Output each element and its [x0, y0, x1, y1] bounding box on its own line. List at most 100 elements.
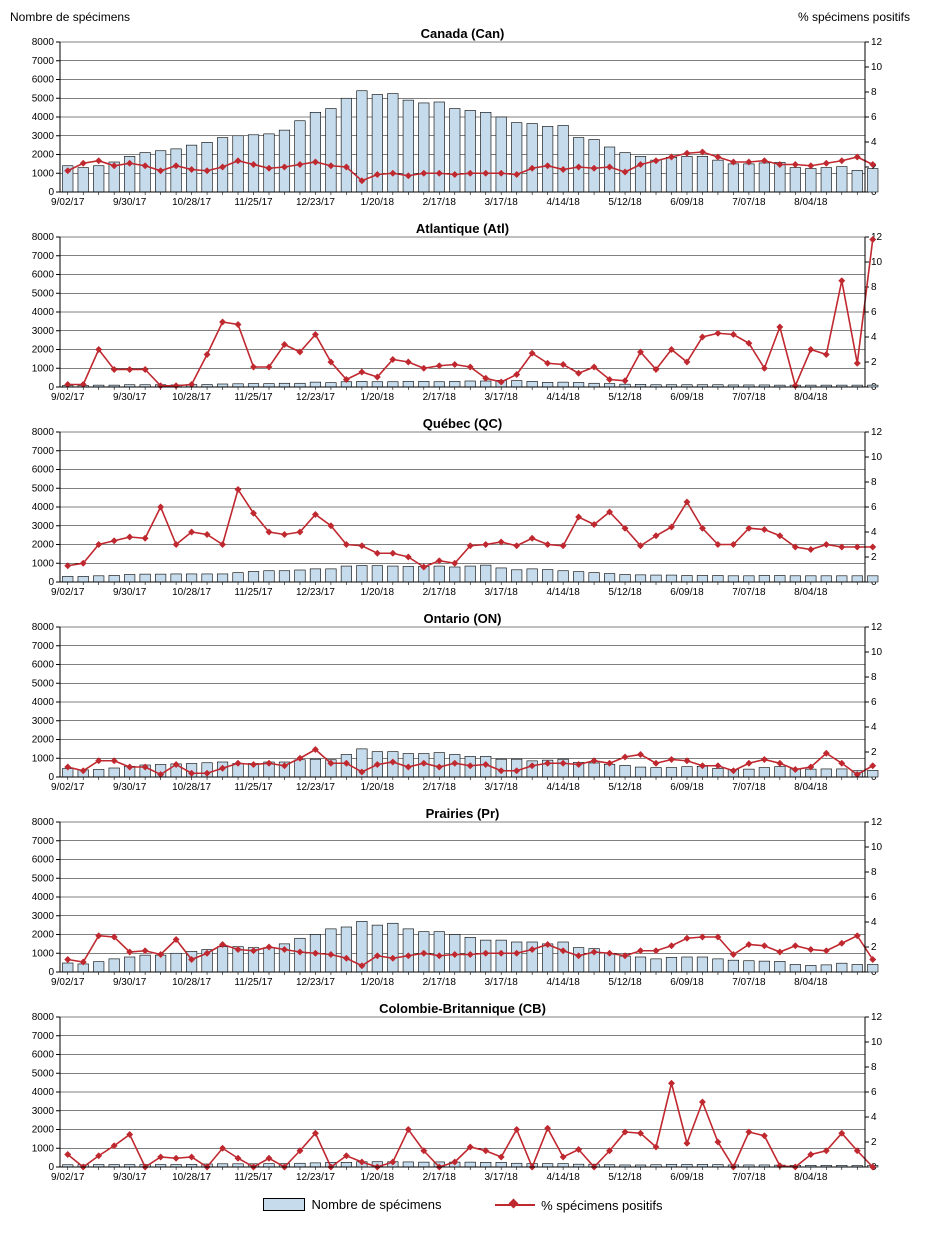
bar: [558, 942, 569, 972]
y-right-tick-label: 12: [871, 1012, 883, 1023]
line-marker: [715, 763, 721, 769]
line-marker: [405, 359, 411, 365]
y-right-tick-label: 4: [871, 527, 877, 538]
bar: [233, 573, 244, 582]
x-tick-label: 3/17/18: [485, 977, 519, 988]
x-tick-label: 8/04/18: [794, 587, 828, 598]
line-marker: [80, 160, 86, 166]
chart-panel: 0100020003000400050006000700080000246810…: [10, 609, 910, 799]
bar: [465, 566, 476, 582]
bar: [573, 383, 584, 388]
bar: [682, 156, 693, 192]
y-right-tick-label: 2: [871, 747, 877, 758]
bar: [852, 170, 863, 192]
line-marker: [637, 751, 643, 757]
bar: [295, 121, 306, 192]
bar: [511, 123, 522, 192]
line-marker: [111, 538, 117, 544]
y-right-tick-label: 10: [871, 62, 883, 73]
y-right-tick-label: 4: [871, 917, 877, 928]
line-marker: [777, 949, 783, 955]
x-tick-label: 5/12/18: [608, 392, 642, 403]
line-marker: [513, 543, 519, 549]
bar: [310, 569, 321, 582]
line-marker: [374, 550, 380, 556]
x-tick-label: 11/25/17: [234, 977, 273, 988]
y-right-tick-label: 4: [871, 332, 877, 343]
bar: [295, 570, 306, 582]
legend-bar-item: Nombre de spécimens: [263, 1197, 441, 1212]
y-right-tick-label: 12: [871, 622, 883, 633]
bar: [728, 164, 739, 192]
y-right-tick-label: 6: [871, 307, 877, 318]
bar: [372, 925, 383, 972]
bar: [635, 767, 646, 777]
y-left-tick-label: 5000: [32, 288, 55, 299]
bar: [480, 381, 491, 387]
line-marker: [854, 544, 860, 550]
x-tick-label: 1/20/18: [361, 392, 395, 403]
line-marker: [575, 370, 581, 376]
y-left-tick-label: 6000: [32, 660, 55, 671]
y-left-tick-label: 4000: [32, 502, 55, 513]
panel-title: Ontario (ON): [424, 611, 502, 626]
bar: [217, 574, 228, 582]
line-marker: [622, 754, 628, 760]
y-left-title: Nombre de spécimens: [10, 10, 130, 24]
x-tick-label: 4/14/18: [546, 197, 580, 208]
charts-area: 0100020003000400050006000700080000246810…: [10, 24, 916, 1189]
bar: [713, 160, 724, 192]
y-left-tick-label: 3000: [32, 326, 55, 337]
x-tick-label: 9/02/17: [51, 197, 85, 208]
line-marker: [839, 544, 845, 550]
bar: [806, 965, 817, 972]
line-marker: [96, 158, 102, 164]
line-marker: [792, 383, 798, 389]
line-marker: [715, 154, 721, 160]
bar: [341, 927, 352, 972]
bar: [589, 763, 600, 777]
x-tick-label: 12/23/17: [296, 1172, 335, 1183]
y-left-tick-label: 5000: [32, 678, 55, 689]
chart-container: 0100020003000400050006000700080000246810…: [10, 999, 910, 1189]
bar: [310, 382, 321, 387]
chart-container: 0100020003000400050006000700080000246810…: [10, 219, 910, 409]
bar: [589, 383, 600, 387]
line-marker: [668, 1080, 674, 1086]
y-left-tick-label: 4000: [32, 892, 55, 903]
line-marker: [684, 935, 690, 941]
bar: [806, 576, 817, 582]
y-right-tick-label: 6: [871, 502, 877, 513]
bar: [419, 103, 430, 192]
y-left-tick-label: 3000: [32, 131, 55, 142]
bar: [310, 759, 321, 777]
line-marker: [637, 948, 643, 954]
y-left-tick-label: 1000: [32, 363, 55, 374]
y-left-tick-label: 8000: [32, 817, 55, 828]
line-marker: [421, 365, 427, 371]
bar: [465, 110, 476, 192]
x-tick-label: 5/12/18: [608, 587, 642, 598]
x-tick-label: 3/17/18: [485, 587, 519, 598]
line-marker: [823, 351, 829, 357]
line-marker: [854, 154, 860, 160]
x-tick-label: 1/20/18: [361, 197, 395, 208]
bar: [264, 134, 275, 192]
y-left-tick-label: 7000: [32, 836, 55, 847]
line-marker: [761, 943, 767, 949]
bar: [124, 575, 135, 583]
bar: [449, 567, 460, 582]
legend-line-label: % spécimens positifs: [541, 1198, 662, 1213]
y-left-tick-label: 4000: [32, 1087, 55, 1098]
bar: [171, 953, 182, 972]
bar: [496, 1162, 507, 1167]
line-marker: [684, 150, 690, 156]
y-right-tick-label: 8: [871, 87, 877, 98]
bar: [852, 576, 863, 582]
x-tick-label: 9/30/17: [113, 392, 147, 403]
line-marker: [544, 1125, 550, 1131]
bar: [837, 167, 848, 192]
line-marker: [668, 756, 674, 762]
bar: [217, 947, 228, 972]
y-left-tick-label: 5000: [32, 483, 55, 494]
